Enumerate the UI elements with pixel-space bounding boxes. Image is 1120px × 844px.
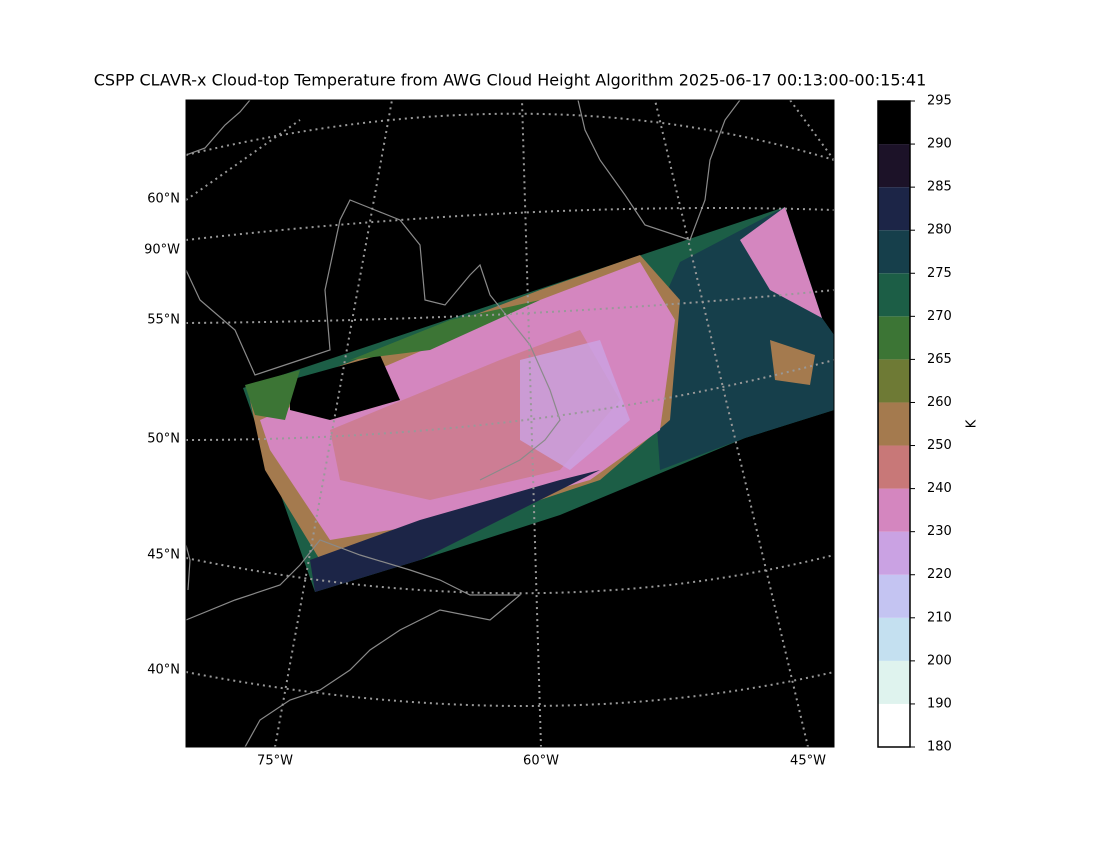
lat-label: 50°N (147, 432, 180, 447)
colorbar-frame (877, 100, 911, 748)
colorbar-tick-label: 180 (927, 740, 952, 755)
lon-label: 75°W (257, 754, 293, 769)
colorbar: 180 190 200 210 220 230 240 250 260 265 270 275 280 2… (877, 94, 952, 755)
colorbar-bin (878, 574, 910, 618)
lon-label: 60°W (523, 754, 559, 769)
colorbar-bin (878, 273, 910, 317)
colorbar-tick-label: 265 (927, 352, 952, 367)
colorbar-tick-label: 295 (927, 94, 952, 109)
colorbar-tick-label: 290 (927, 137, 952, 152)
colorbar-tick-label: 210 (927, 610, 952, 625)
lat-label: 55°N (147, 313, 180, 328)
colorbar-bin (878, 359, 910, 403)
lat-label: 40°N (147, 663, 180, 678)
lat-label: 60°N (147, 192, 180, 207)
colorbar-label: K (965, 419, 980, 428)
map: 60°N 90°W 55°N 50°N 45°N 40°N 75°W 60°W … (144, 99, 835, 769)
colorbar-tick-label: 190 (927, 696, 952, 711)
colorbar-bin (878, 488, 910, 532)
colorbar-bin (878, 445, 910, 489)
graticule (186, 100, 834, 747)
coastlines (186, 100, 741, 747)
lon-label: 45°W (790, 754, 826, 769)
colorbar-bin (878, 187, 910, 231)
lon-label: 90°W (144, 243, 180, 258)
colorbar-bin (878, 101, 910, 145)
colorbar-tick-label: 200 (927, 653, 952, 668)
colorbar-bin (878, 660, 910, 704)
colorbar-tick-label: 260 (927, 395, 952, 410)
title: CSPP CLAVR-x Cloud-top Temperature from … (94, 71, 927, 90)
colorbar-tick-label: 285 (927, 180, 952, 195)
colorbar-tick-label: 240 (927, 481, 952, 496)
colorbar-tick-label: 230 (927, 524, 952, 539)
colorbar-tick-label: 220 (927, 567, 952, 582)
colorbar-tick-label: 250 (927, 438, 952, 453)
colorbar-bin (878, 617, 910, 661)
colorbar-bin (878, 144, 910, 188)
colorbar-bin (878, 316, 910, 360)
colorbar-tick-label: 275 (927, 266, 952, 281)
colorbar-bin (878, 703, 910, 747)
colorbar-tick-label: 280 (927, 223, 952, 238)
colorbar-bin (878, 531, 910, 575)
colorbar-tick-label: 270 (927, 309, 952, 324)
lat-label: 45°N (147, 548, 180, 563)
colorbar-bin (878, 230, 910, 274)
colorbar-bin (878, 402, 910, 446)
